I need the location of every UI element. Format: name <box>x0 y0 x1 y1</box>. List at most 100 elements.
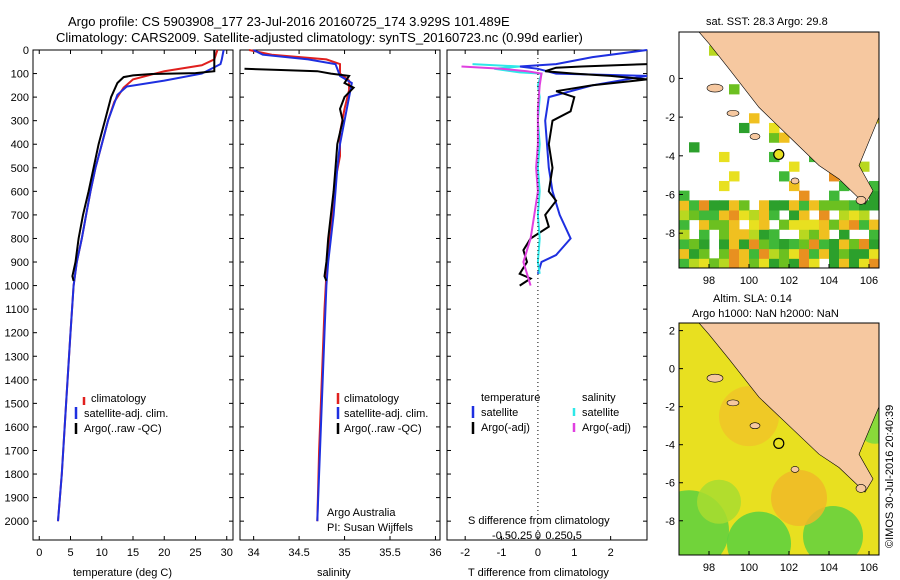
sst-cell <box>819 238 830 250</box>
x-tick-label: 5 <box>67 547 73 559</box>
x-tick-label: -1 <box>497 547 507 559</box>
sst-cell <box>759 229 770 240</box>
sst-cell <box>699 209 710 221</box>
sst-cell <box>799 258 810 268</box>
sst-cell <box>869 200 879 211</box>
sst-cell <box>719 200 730 211</box>
sst-cell <box>779 258 790 268</box>
island <box>706 83 724 93</box>
y-tick-label: 1400 <box>5 375 29 387</box>
sst-cell <box>829 248 840 259</box>
sst-cell <box>759 248 770 259</box>
sst-cell <box>739 248 750 259</box>
sst-cell <box>689 258 700 268</box>
x-tick-label: 35 <box>338 547 350 559</box>
y-tick-label: 200 <box>11 92 29 104</box>
island <box>726 399 740 407</box>
salinity-axes <box>239 49 441 541</box>
y-tick-label: 1300 <box>5 351 29 363</box>
y-tick-label: 1100 <box>5 304 29 316</box>
sst-cell <box>729 200 740 211</box>
sst-cell <box>839 238 850 250</box>
sst-cell <box>859 248 870 259</box>
y-tick-label: 700 <box>11 210 29 222</box>
y-tick-label: 600 <box>11 186 29 198</box>
y-tick-label: 1700 <box>5 445 29 457</box>
legend-climatology: climatology <box>91 393 147 405</box>
sst-cell <box>759 238 770 250</box>
x-tick-label: 36 <box>429 547 441 559</box>
salinity-xlabel: salinity <box>317 567 351 579</box>
sst-cell <box>699 238 710 250</box>
sla-blob <box>727 511 791 555</box>
s-tick-label: 0 <box>535 530 541 542</box>
sla-map-subtitle: Argo h1000: NaN h2000: NaN <box>692 308 839 320</box>
sst-cell <box>779 200 790 211</box>
sst-cell <box>749 238 760 250</box>
sst-cell <box>799 248 810 259</box>
sst-cell <box>679 200 690 211</box>
x-tick-label: 0 <box>36 547 42 559</box>
sst-cell <box>819 229 830 240</box>
sst-cell <box>789 248 800 259</box>
map-x-tick-label: 106 <box>860 275 878 287</box>
difference-axes <box>446 49 648 541</box>
sst-cell <box>779 219 790 230</box>
sst-cell <box>869 238 879 250</box>
sst-cell <box>719 229 730 240</box>
sst-cell <box>839 180 850 192</box>
series-line-3 <box>71 50 216 282</box>
y-tick-label: 1600 <box>5 422 29 434</box>
sst-cell <box>839 248 850 259</box>
map-y-tick-label: -6 <box>665 189 675 201</box>
sst-cell <box>849 238 860 250</box>
sst-cell <box>739 229 750 240</box>
argo-position-marker <box>773 148 785 161</box>
sst-cell <box>729 171 740 182</box>
sst-cell <box>829 200 840 211</box>
sst-cell <box>739 258 750 268</box>
sst-cell <box>809 248 820 259</box>
x-tick-label: 1 <box>571 547 577 559</box>
y-tick-label: 900 <box>11 257 29 269</box>
sst-cell <box>869 258 879 268</box>
sst-cell <box>859 200 870 211</box>
header-line1: Argo profile: CS 5903908_177 23-Jul-2016… <box>68 14 510 29</box>
sst-cell <box>839 219 850 230</box>
map-x-tick-label: 102 <box>780 562 798 574</box>
map-y-tick-label: -2 <box>665 112 675 124</box>
island <box>749 422 761 429</box>
legend-climatology: climatology <box>344 393 400 405</box>
sst-cell <box>749 248 760 259</box>
map-content <box>679 323 879 555</box>
sst-cell <box>699 258 710 268</box>
legend-t-satellite: satellite <box>481 407 518 419</box>
sst-cell <box>809 238 820 250</box>
s-tick-label: -0.25 <box>507 530 532 542</box>
sla-map-panel: Altim. SLA: 0.14 Argo h1000: NaN h2000: … <box>665 293 880 574</box>
sst-cell <box>809 200 820 211</box>
x-tick-label: 2 <box>608 547 614 559</box>
sst-cell <box>819 209 830 221</box>
sst-cell <box>679 219 690 230</box>
sst-cell <box>839 229 850 240</box>
legend-argo: Argo(..raw -QC) <box>84 423 162 435</box>
sst-cell <box>729 84 740 95</box>
sst-cell <box>849 219 860 230</box>
sst-cell <box>799 219 810 230</box>
sst-cell <box>769 248 780 259</box>
map-y-tick-label: -4 <box>665 151 675 163</box>
x-tick-label: 30 <box>221 547 233 559</box>
sst-cell <box>869 229 879 240</box>
island <box>726 109 740 117</box>
sst-cell <box>759 258 770 268</box>
temperature-legend: climatology satellite-adj. clim. Argo(..… <box>74 393 168 435</box>
sumatra-landmass <box>698 32 879 205</box>
series-line-4 <box>461 65 543 286</box>
y-tick-label: 0 <box>23 45 29 57</box>
sst-cell <box>809 219 820 230</box>
legend-temperature-heading: temperature <box>481 392 540 404</box>
sst-cell <box>739 209 750 221</box>
sst-cell <box>729 219 740 230</box>
